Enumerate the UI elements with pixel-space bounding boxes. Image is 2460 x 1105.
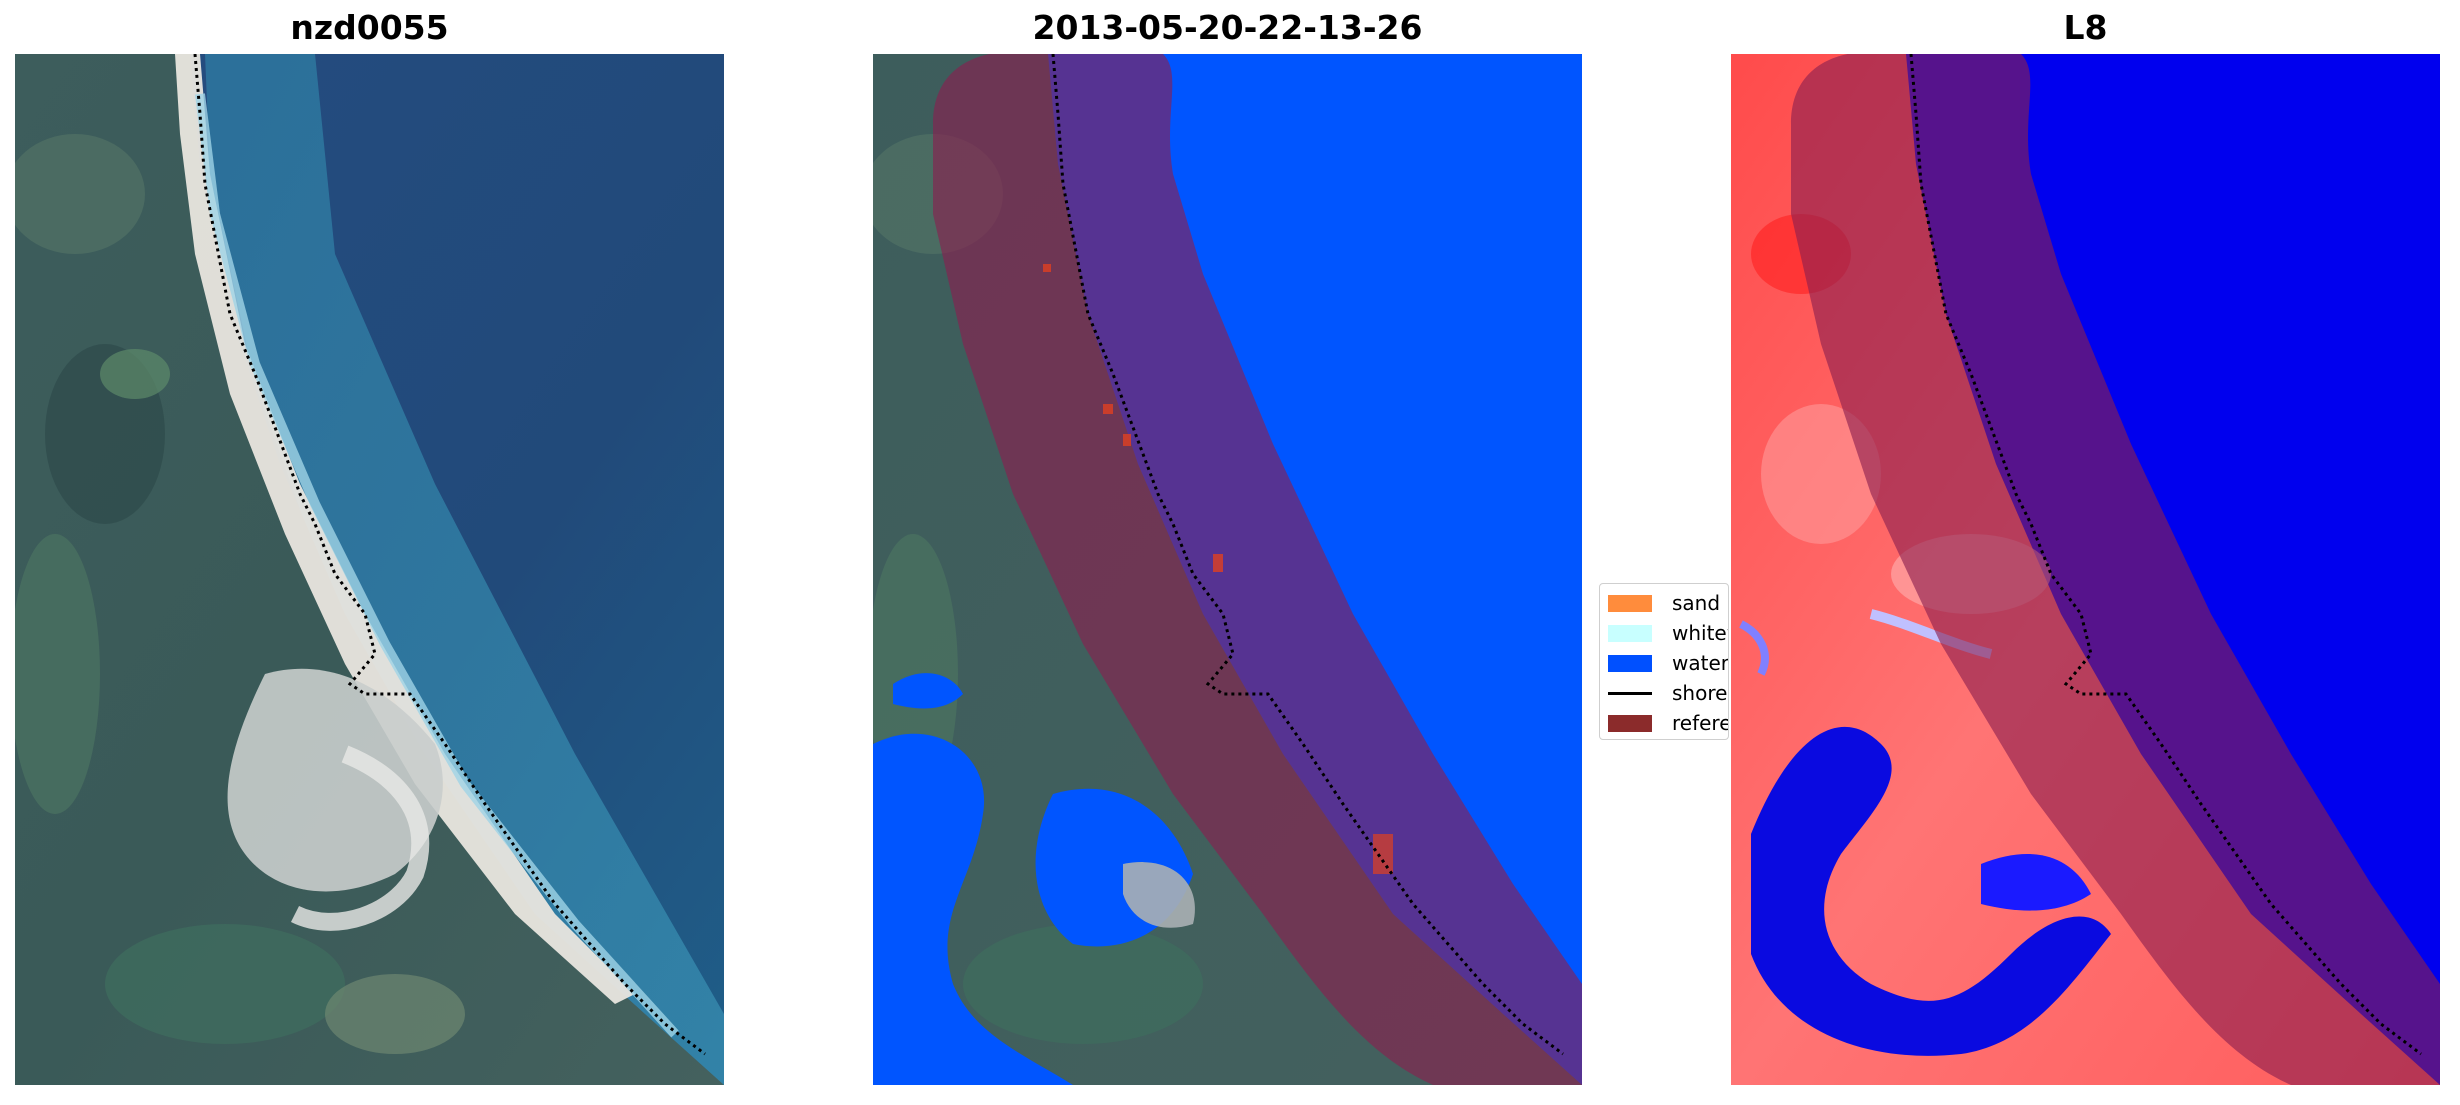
legend-swatch-whitewater	[1608, 625, 1652, 642]
legend-swatch-reference	[1608, 715, 1652, 732]
legend-item-water: water	[1608, 650, 1729, 676]
legend-swatch-water	[1608, 655, 1652, 672]
panel-title-index: L8	[2063, 8, 2108, 47]
classified-image-panel	[873, 54, 1582, 1085]
surf-zone	[195, 93, 679, 1038]
reference-buffer	[933, 54, 1582, 1085]
legend-item-reference: reference	[1608, 710, 1728, 736]
legend-label-water: water	[1672, 651, 1729, 675]
rgb-satellite-image	[15, 54, 724, 1085]
panel-title-rgb: nzd0055	[290, 8, 449, 47]
reference-buffer	[1791, 54, 2440, 1085]
estuary-index-water	[1751, 726, 2111, 1056]
nearshore-water	[205, 54, 724, 1085]
estuary-flats	[227, 668, 443, 892]
legend-label-reference: reference	[1672, 711, 1728, 735]
index-image-panel	[1731, 54, 2440, 1085]
estuary-water	[873, 733, 1073, 1085]
legend-item-shoreline: shoreline	[1608, 680, 1728, 706]
legend-label-sand: sand	[1672, 591, 1721, 615]
index-image	[1731, 54, 2440, 1085]
legend-swatch-shoreline	[1608, 692, 1652, 695]
legend-item-sand: sand	[1608, 590, 1728, 616]
legend-swatch-sand	[1608, 595, 1652, 612]
classified-image	[873, 54, 1582, 1085]
legend-label-shoreline: shoreline	[1672, 681, 1728, 705]
rgb-image-panel	[15, 54, 724, 1085]
land-area	[15, 54, 724, 1085]
panel-title-classified: 2013-05-20-22-13-26	[1032, 8, 1423, 47]
